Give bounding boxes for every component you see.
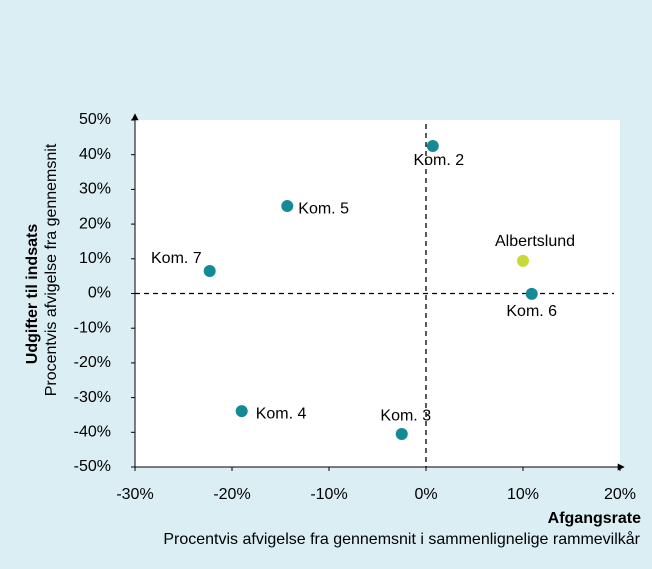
y-tick-label: 40% xyxy=(79,146,111,163)
y-tick-label: -10% xyxy=(74,319,111,336)
x-axis-subtitle: Procentvis afvigelse fra gennemsnit i sa… xyxy=(163,530,640,548)
x-axis-title: Afgangsrate xyxy=(548,510,641,527)
y-tick-label: 10% xyxy=(79,250,111,267)
point xyxy=(525,287,538,300)
y-tick-label: -40% xyxy=(74,424,111,441)
point-label: Kom. 4 xyxy=(256,405,307,422)
y-tick-label: -50% xyxy=(74,458,111,475)
point-label: Kom. 5 xyxy=(298,200,349,217)
point-label: Kom. 7 xyxy=(151,250,202,267)
x-tick-label: 10% xyxy=(507,486,539,503)
y-tick-label: -20% xyxy=(74,354,111,371)
point-label: Kom. 6 xyxy=(506,303,557,320)
x-tick-label: -10% xyxy=(310,486,347,503)
point-label: Kom. 2 xyxy=(413,152,464,169)
y-tick-label: 30% xyxy=(79,181,111,198)
point xyxy=(517,254,529,267)
y-tick-label: 20% xyxy=(79,215,111,232)
point xyxy=(395,428,408,441)
y-tick-label: -30% xyxy=(74,389,111,406)
x-tick-label: 20% xyxy=(604,486,636,503)
y-tick-label: 0% xyxy=(88,285,111,302)
x-tick-label: -20% xyxy=(213,486,250,503)
x-tick-label: -30% xyxy=(116,486,153,503)
point-label: Albertslund xyxy=(495,233,575,250)
point xyxy=(426,140,439,153)
plot-area xyxy=(135,120,620,467)
x-tick-label: 0% xyxy=(414,486,437,503)
point-label: Kom. 3 xyxy=(380,407,431,424)
y-tick-label: 50% xyxy=(79,111,111,128)
point xyxy=(281,200,294,213)
point xyxy=(235,405,248,418)
y-axis-subtitle: Procentvis afvigelse fra gennemsnit xyxy=(43,143,60,396)
point xyxy=(203,264,216,277)
y-axis-title: Udgifter til indsats xyxy=(24,224,41,365)
